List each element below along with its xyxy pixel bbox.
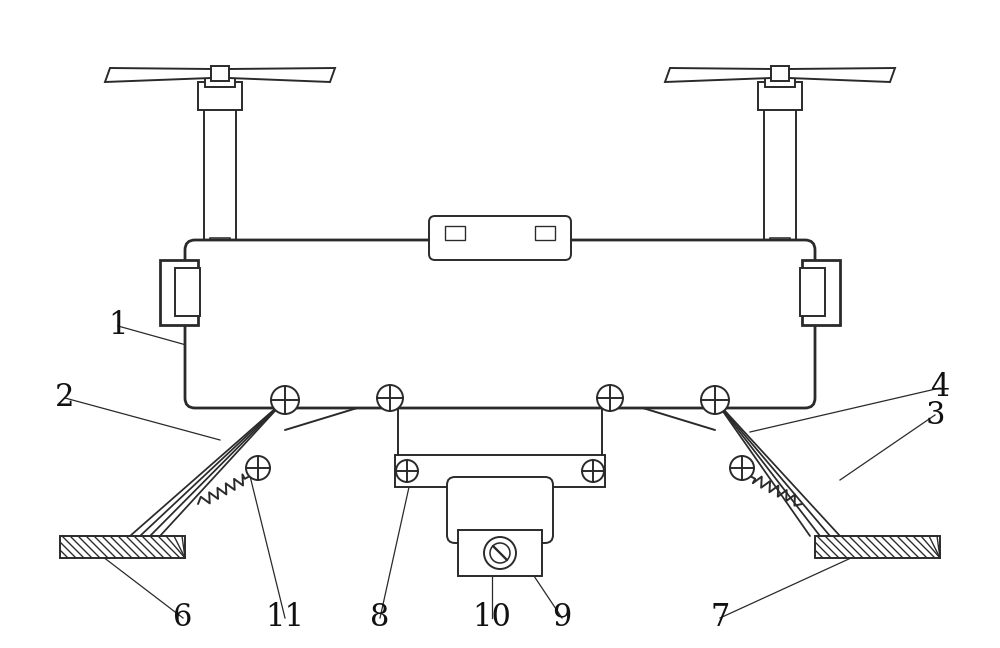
Text: 9: 9	[552, 603, 572, 634]
Circle shape	[701, 386, 729, 414]
Bar	[535, 226, 555, 240]
Bar	[60, 536, 185, 558]
Bar	[815, 536, 940, 558]
Bar	[800, 268, 825, 316]
FancyBboxPatch shape	[185, 240, 815, 408]
Bar	[198, 82, 242, 110]
Text: 6: 6	[173, 603, 193, 634]
Circle shape	[271, 386, 299, 414]
Bar	[758, 82, 802, 110]
Bar	[395, 455, 605, 487]
Bar	[398, 398, 602, 456]
Bar	[160, 260, 198, 325]
Text: 4: 4	[930, 373, 950, 404]
Circle shape	[490, 543, 510, 563]
Bar	[175, 268, 200, 316]
Circle shape	[396, 460, 418, 482]
Text: 7: 7	[710, 603, 730, 634]
Polygon shape	[665, 68, 771, 82]
Bar	[211, 66, 229, 81]
FancyBboxPatch shape	[429, 216, 571, 260]
Bar	[764, 105, 796, 240]
Text: 10: 10	[473, 603, 511, 634]
Circle shape	[582, 460, 604, 482]
Bar	[765, 75, 795, 87]
Bar	[758, 240, 802, 278]
Bar	[445, 226, 465, 240]
Text: 8: 8	[370, 603, 390, 634]
Bar	[458, 530, 542, 576]
Text: 2: 2	[55, 382, 75, 413]
Polygon shape	[105, 68, 211, 82]
Polygon shape	[789, 68, 895, 82]
Bar	[198, 240, 242, 278]
Circle shape	[246, 456, 270, 480]
Bar	[205, 75, 235, 87]
Text: 3: 3	[925, 400, 945, 430]
Bar	[210, 238, 230, 256]
Bar	[770, 238, 790, 256]
Circle shape	[377, 385, 403, 411]
FancyBboxPatch shape	[447, 477, 553, 543]
Bar	[771, 66, 789, 81]
Circle shape	[484, 537, 516, 569]
Circle shape	[597, 385, 623, 411]
Circle shape	[730, 456, 754, 480]
Text: 1: 1	[108, 310, 128, 341]
Bar	[204, 105, 236, 240]
Bar	[802, 260, 840, 325]
Polygon shape	[229, 68, 335, 82]
Text: 11: 11	[266, 603, 304, 634]
